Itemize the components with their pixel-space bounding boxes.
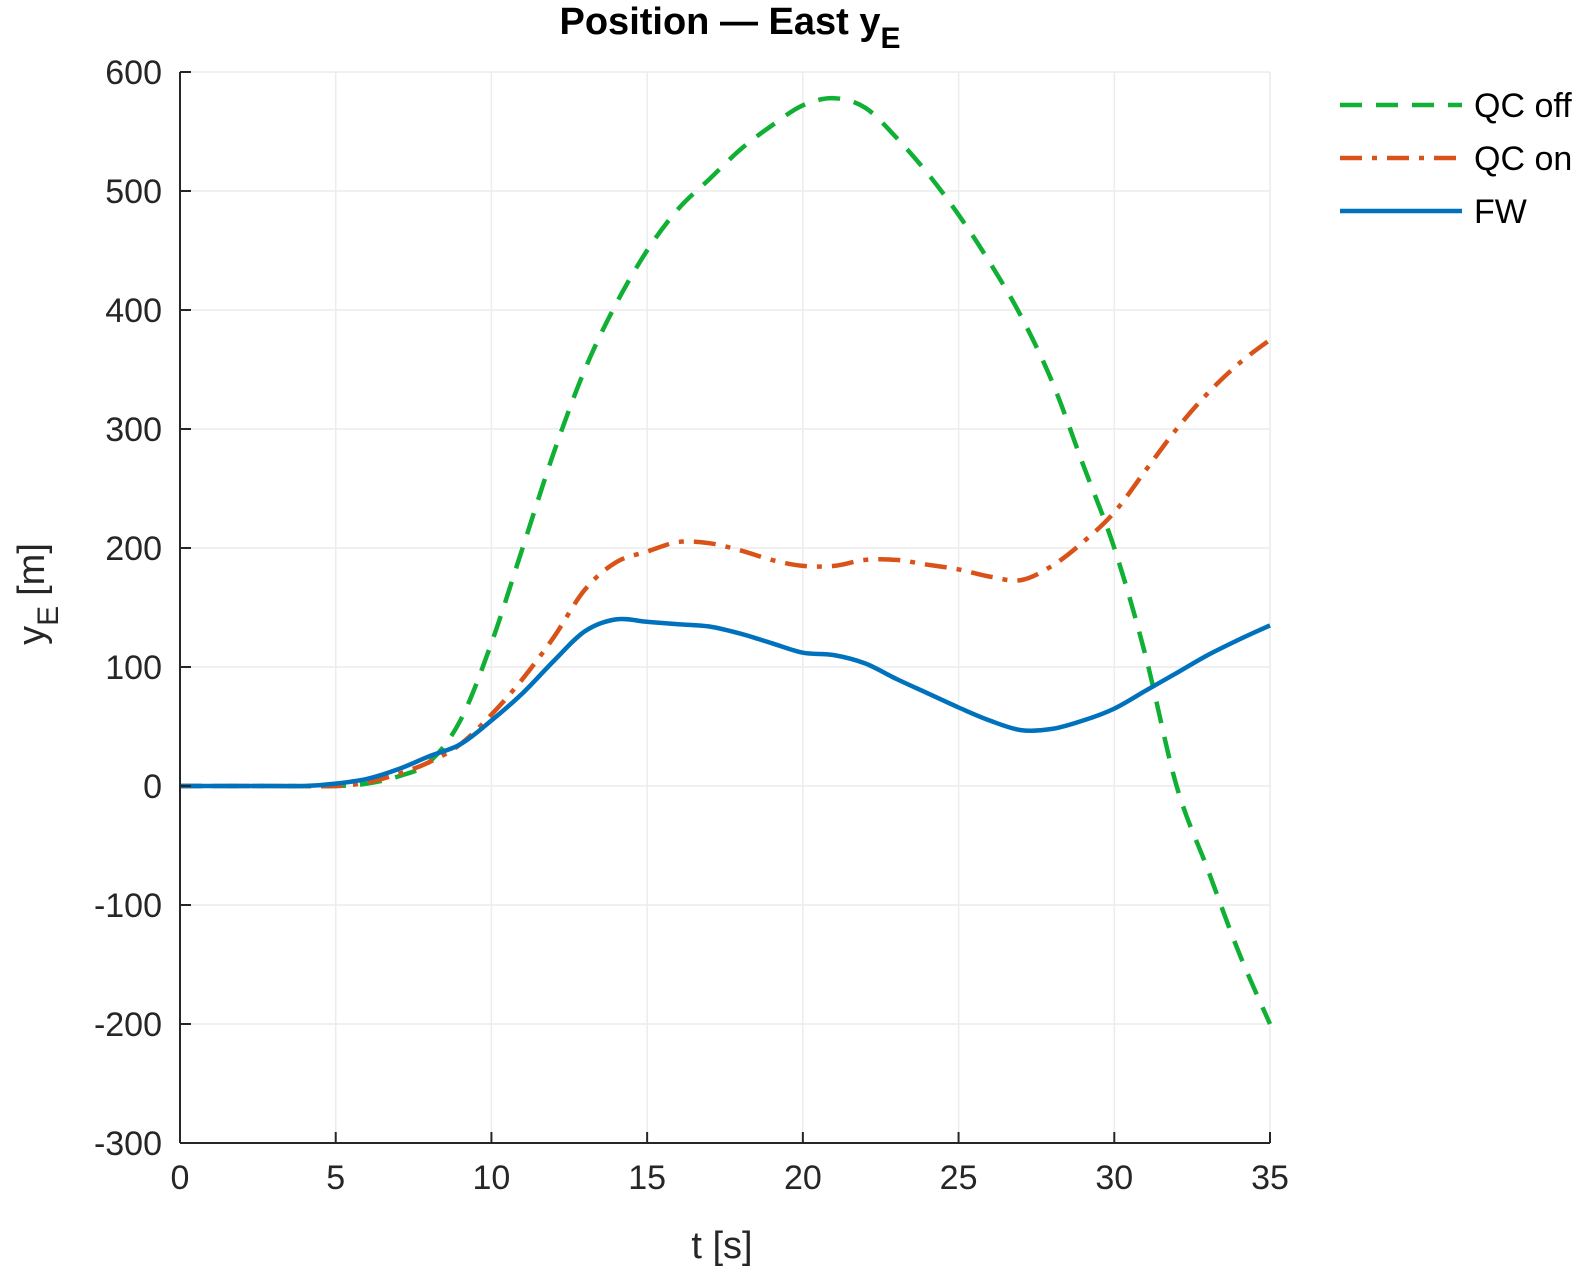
y-tick-label: 400 (105, 292, 162, 330)
y-axis-label-main: y (11, 626, 53, 645)
x-tick-label: 10 (473, 1159, 511, 1197)
axes (179, 71, 1271, 1144)
x-tick-label: 20 (784, 1159, 822, 1197)
chart-title-main: Position — East y (560, 1, 881, 43)
x-tick-labels: 0 5 10 15 20 25 30 35 (171, 1159, 1289, 1197)
y-tick-label: 600 (105, 54, 162, 92)
y-tick-label: 200 (105, 530, 162, 568)
y-tick-label: -300 (94, 1125, 162, 1163)
y-tick-label: 300 (105, 411, 162, 449)
x-axis-label: t [s] (691, 1225, 752, 1267)
y-tick-label: 500 (105, 173, 162, 211)
x-tick-label: 35 (1251, 1159, 1289, 1197)
series-line-fw (180, 616, 1271, 789)
legend-label: QC on (1474, 140, 1572, 178)
y-tick-label: -100 (94, 887, 162, 925)
x-tick-label: 5 (326, 1159, 345, 1197)
y-tick-label: 100 (105, 649, 162, 687)
chart-title-subscript: E (880, 22, 900, 55)
y-tick-labels: -300 -200 -100 0 100 200 300 400 500 600 (94, 54, 162, 1163)
x-tick-label: 25 (940, 1159, 978, 1197)
grid-lines (179, 71, 1271, 1144)
y-tick-label: -200 (94, 1006, 162, 1044)
chart-title: Position — East yE (560, 1, 901, 55)
series-line-qc-off (180, 95, 1273, 1025)
y-axis-label: yE [m] (11, 543, 65, 645)
legend: QC off QC on FW (1340, 87, 1572, 231)
y-axis-label-unit: [m] (11, 543, 53, 596)
series-line-qc-on (180, 337, 1272, 789)
legend-label: FW (1474, 193, 1527, 231)
x-tick-label: 15 (628, 1159, 666, 1197)
x-tick-label: 30 (1095, 1159, 1133, 1197)
x-tick-label: 0 (171, 1159, 190, 1197)
series-layer (180, 95, 1273, 1025)
legend-label: QC off (1474, 87, 1572, 125)
y-tick-label: 0 (143, 768, 162, 806)
y-axis-label-subscript: E (32, 606, 65, 626)
